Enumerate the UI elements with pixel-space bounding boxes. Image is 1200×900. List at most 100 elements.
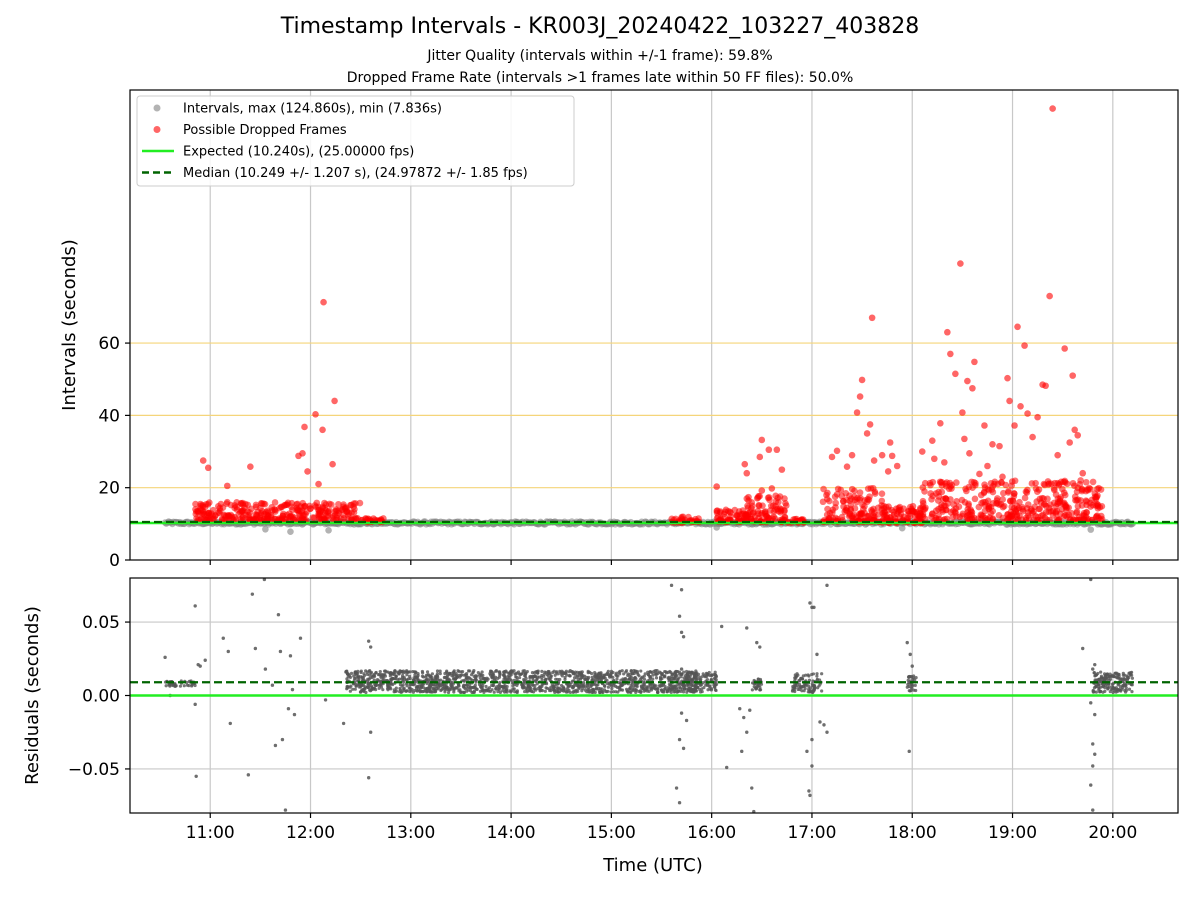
residual-point [348, 685, 352, 689]
dropped-frame-point [772, 492, 779, 500]
residual-point [669, 583, 674, 588]
dropped-frame-point [1049, 507, 1057, 515]
residual-point [353, 687, 357, 691]
dropped-frame-point [356, 499, 364, 507]
dropped-frame-point [1006, 397, 1013, 405]
residual-point [452, 690, 456, 694]
residual-point [367, 669, 371, 674]
residual-point [587, 688, 591, 692]
dropped-frame-point [829, 506, 837, 514]
residuals-panel: −0.05 0.00 0.05 11:00 12:00 13:00 14:00 15:00 16… [22, 577, 1179, 843]
residual-point [1092, 690, 1096, 694]
residual-point [1091, 667, 1095, 671]
residual-point [413, 673, 417, 677]
dropped-frame-point [755, 501, 763, 509]
residual-point [679, 675, 683, 679]
dropped-frame-point [301, 423, 308, 431]
residual-point [1112, 674, 1116, 679]
residual-point [521, 669, 525, 673]
dropped-frame-point [223, 498, 231, 506]
dropped-frame-point [685, 513, 692, 521]
residual-point [706, 688, 710, 692]
residual-point [742, 715, 746, 720]
intervals-axes-frame [129, 89, 1179, 561]
residual-point [432, 683, 436, 687]
dropped-frame-point [857, 494, 864, 502]
residual-point [796, 673, 800, 677]
dropped-frame-point [204, 464, 212, 472]
residual-point [629, 690, 633, 695]
dropped-frame-point [1013, 511, 1021, 518]
residual-point [402, 675, 406, 679]
residual-point [568, 674, 572, 678]
residual-point [610, 687, 614, 691]
residual-point [618, 688, 622, 692]
residual-point [498, 681, 502, 685]
residual-point [1121, 671, 1125, 675]
x-tick-label: 11:00 [186, 823, 235, 843]
interval-point [287, 528, 294, 535]
dropped-frame-point [959, 409, 966, 416]
dropped-frame-point [1008, 482, 1015, 489]
residual-point [816, 686, 820, 690]
residual-point [1091, 764, 1095, 768]
dropped-frame-point [846, 510, 854, 518]
dropped-frame-point [315, 503, 322, 511]
dropped-frame-point [1074, 431, 1082, 439]
residual-point [323, 698, 328, 702]
residual-point [693, 686, 697, 690]
residual-point [516, 670, 521, 674]
dropped-frame-point [198, 506, 205, 514]
residual-point [808, 601, 812, 605]
residual-point [415, 676, 419, 680]
residual-point [425, 670, 430, 674]
residual-point [387, 686, 391, 690]
dropped-frame-point [756, 453, 764, 461]
residual-point [351, 687, 355, 691]
residual-point [643, 672, 647, 676]
residual-point [193, 604, 197, 608]
dropped-frame-point [761, 509, 769, 516]
residual-point [752, 809, 756, 813]
residual-point [642, 677, 647, 681]
residual-point [822, 723, 826, 727]
residual-point [589, 688, 594, 692]
residual-point [793, 673, 797, 677]
residual-point [523, 689, 527, 694]
residual-point [598, 690, 602, 695]
dropped-frame-point [870, 457, 878, 464]
residual-point [389, 672, 393, 676]
residual-point [522, 677, 526, 682]
dropped-frame-point [1073, 488, 1081, 496]
residual-point [345, 677, 349, 681]
residual-point [663, 674, 667, 678]
dropped-frame-point [791, 515, 799, 523]
residual-point [618, 686, 622, 690]
residual-point [660, 672, 664, 676]
x-tick-label: 12:00 [286, 823, 335, 843]
residual-point [1094, 673, 1098, 677]
residual-point [531, 683, 535, 687]
dropped-frame-point [986, 514, 993, 521]
dropped-frame-point [829, 514, 837, 522]
residual-point [547, 670, 551, 674]
residual-point [658, 670, 662, 674]
dropped-frame-point [931, 455, 938, 463]
dropped-frame-point [773, 446, 781, 454]
residual-point [400, 677, 404, 681]
residual-point [648, 678, 652, 682]
residual-point [408, 687, 412, 691]
residual-point [558, 690, 562, 694]
residual-point [725, 765, 729, 770]
residual-point [194, 774, 198, 778]
dropped-frame-point [1050, 485, 1058, 492]
residual-point [478, 673, 482, 677]
dropped-frame-point [864, 498, 871, 505]
dropped-frame-point [231, 504, 239, 512]
dropped-frame-point [911, 508, 918, 516]
dropped-frame-point [1017, 403, 1024, 410]
residual-point [815, 652, 819, 657]
dropped-frame-point [1097, 486, 1105, 493]
residual-point [611, 675, 615, 679]
dropped-frame-point [1061, 479, 1069, 486]
